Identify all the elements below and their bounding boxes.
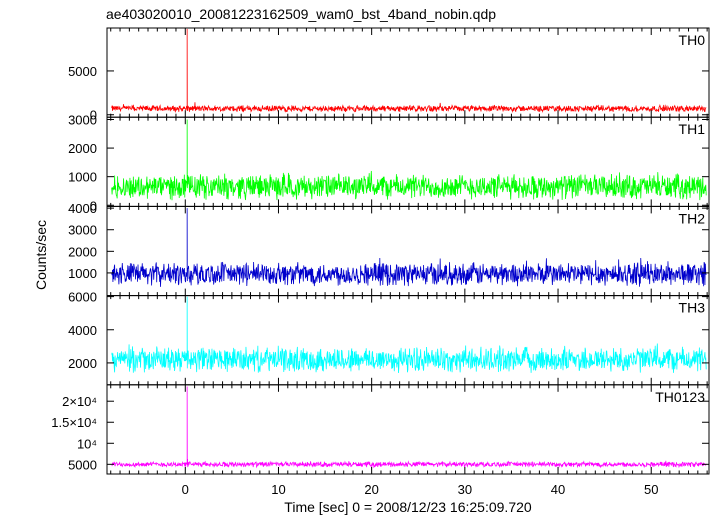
y-tick-label: 1000 <box>68 266 97 281</box>
y-axis-label: Counts/sec <box>33 220 49 290</box>
y-tick-label: 1.5×10⁴ <box>51 415 97 430</box>
y-tick-label: 5000 <box>68 64 97 79</box>
series-label: TH3 <box>679 300 706 316</box>
series-line-th3 <box>111 296 707 374</box>
panels: 0 5000 TH0 0 1000 2000 3000 TH1 1000 2000 3000 4000… <box>51 27 710 497</box>
x-tick-label: 40 <box>551 482 565 497</box>
y-tick-label: 1000 <box>68 170 97 185</box>
x-tick-label: 10 <box>271 482 285 497</box>
series-line-th2 <box>111 208 707 287</box>
y-tick-label: 10⁴ <box>77 436 97 451</box>
y-tick-label: 2×10⁴ <box>62 394 97 409</box>
chart-title: ae403020010_20081223162509_wam0_bst_4ban… <box>106 6 496 22</box>
y-tick-label: 0 <box>90 108 97 123</box>
y-tick-label: 3000 <box>68 223 97 238</box>
series-line-th0123 <box>111 386 707 469</box>
series-label: TH1 <box>679 121 706 137</box>
x-tick-label: 30 <box>458 482 472 497</box>
series-line-th1 <box>111 119 707 201</box>
y-tick-label: 2000 <box>68 141 97 156</box>
series-label: TH0 <box>679 32 706 48</box>
x-tick-label: 0 <box>182 482 189 497</box>
y-tick-label: 3000 <box>68 112 97 127</box>
panel-frame-th0123 <box>106 384 710 475</box>
y-tick-label: 2000 <box>68 244 97 259</box>
series-label: TH2 <box>679 210 706 226</box>
x-tick-label: 50 <box>644 482 658 497</box>
y-tick-label: 6000 <box>68 290 97 305</box>
y-tick-label: 2000 <box>68 356 97 371</box>
y-tick-label: 0 <box>90 198 97 213</box>
panel-frame-th1 <box>106 116 710 207</box>
series-label: TH0123 <box>655 389 705 405</box>
y-tick-label: 4000 <box>68 201 97 216</box>
series-line-th0 <box>111 28 707 114</box>
y-tick-label: 5000 <box>68 457 97 472</box>
x-tick-label: 20 <box>364 482 378 497</box>
x-axis-label: Time [sec] 0 = 2008/12/23 16:25:09.720 <box>284 499 532 515</box>
y-tick-label: 4000 <box>68 323 97 338</box>
panel-frame-th0 <box>106 27 710 118</box>
